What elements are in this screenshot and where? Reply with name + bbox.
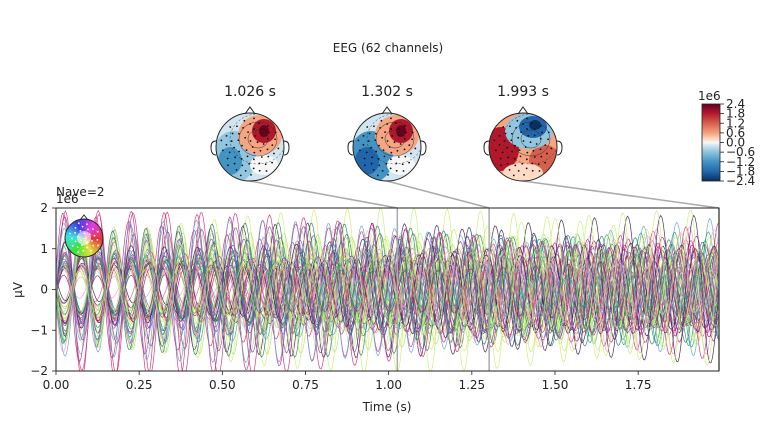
channel-trace bbox=[56, 255, 719, 317]
colorbar-tick-label: 1.8 bbox=[726, 107, 745, 121]
y-tick-label: 0 bbox=[40, 283, 48, 297]
y-ticks: −2 −1 0 1 2 bbox=[30, 201, 56, 378]
head-outline bbox=[352, 112, 422, 182]
colorbar-tick-label: 2.4 bbox=[726, 97, 745, 111]
offset-label: 1e6 bbox=[56, 192, 79, 206]
channel-trace bbox=[56, 255, 719, 328]
sensor-layout-head bbox=[64, 214, 104, 258]
channel-trace bbox=[56, 247, 719, 331]
topomap-connector bbox=[249, 180, 398, 209]
y-tick-label: 1 bbox=[40, 242, 48, 256]
colorbar-tick-label: −1.8 bbox=[726, 164, 755, 178]
x-tick-label: 0.75 bbox=[292, 378, 319, 392]
channel-trace bbox=[56, 212, 719, 362]
x-tick-label: 1.75 bbox=[625, 378, 652, 392]
right-ear bbox=[420, 140, 427, 156]
topomap-connector bbox=[386, 180, 490, 209]
colorbar-gradient bbox=[701, 103, 721, 182]
head-outline bbox=[215, 112, 285, 182]
x-tick-label: 0.00 bbox=[43, 378, 70, 392]
left-ear bbox=[347, 140, 354, 156]
colorbar-tick-label: −1.2 bbox=[726, 155, 755, 169]
channel-trace bbox=[56, 249, 719, 329]
right-ear bbox=[283, 140, 290, 156]
topomap: 1.993 s bbox=[483, 84, 563, 182]
nose bbox=[244, 106, 256, 115]
channel-trace bbox=[56, 209, 719, 367]
channel-trace bbox=[56, 235, 719, 336]
colorbar: 1e6 2.41.81.20.60.0−0.6−1.2−1.8−2.4 bbox=[698, 89, 755, 188]
left-ear bbox=[210, 140, 217, 156]
inset-head-outline bbox=[64, 218, 104, 258]
y-tick-label: −2 bbox=[30, 364, 48, 378]
x-tick-label: 1.00 bbox=[375, 378, 402, 392]
channel-trace bbox=[56, 232, 719, 345]
colorbar-tick-label: −2.4 bbox=[726, 174, 755, 188]
nave-annotation: Nave=2 bbox=[56, 185, 105, 199]
y-tick-label: 2 bbox=[40, 201, 48, 215]
topomap-time-label: 1.993 s bbox=[497, 84, 549, 100]
x-ticks: 0.00 0.25 0.50 0.75 1.00 1.25 1.50 1.75 bbox=[43, 371, 652, 392]
x-tick-label: 1.25 bbox=[458, 378, 485, 392]
nose bbox=[381, 106, 393, 115]
right-ear bbox=[556, 140, 563, 156]
left-ear bbox=[483, 140, 490, 156]
nose bbox=[517, 106, 529, 115]
colorbar-tick-label: 0.0 bbox=[726, 136, 745, 150]
topomap-time-label: 1.302 s bbox=[361, 84, 413, 100]
colorbar-tick-label: 0.6 bbox=[726, 126, 745, 140]
colorbar-tick-label: −0.6 bbox=[726, 145, 755, 159]
x-tick-label: 1.50 bbox=[542, 378, 569, 392]
figure-title: EEG (62 channels) bbox=[333, 41, 443, 55]
y-axis-label: µV bbox=[11, 281, 25, 298]
channel-traces bbox=[56, 208, 719, 371]
channel-trace bbox=[56, 244, 719, 338]
x-tick-label: 0.25 bbox=[126, 378, 153, 392]
channel-trace bbox=[56, 211, 719, 371]
channel-trace bbox=[56, 229, 719, 353]
topomap-row: 1.026 s 1.302 s 1.993 s bbox=[210, 84, 563, 182]
colorbar-tick-label: 1.2 bbox=[726, 116, 745, 130]
channel-trace bbox=[56, 251, 719, 344]
topomap: 1.302 s bbox=[347, 84, 427, 182]
head-outline bbox=[488, 112, 558, 182]
topomap: 1.026 s bbox=[210, 84, 290, 182]
colorbar-scale-label: 1e6 bbox=[698, 89, 721, 103]
y-tick-label: −1 bbox=[30, 323, 48, 337]
x-tick-label: 0.50 bbox=[209, 378, 236, 392]
x-axis-label: Time (s) bbox=[362, 400, 412, 414]
time-connectors bbox=[249, 180, 720, 209]
butterfly-plot: Nave=2 1e6 0.00 0.25 0.50 0.75 1.00 1.25 1.50 1… bbox=[11, 185, 720, 414]
channel-trace bbox=[56, 255, 719, 316]
topomap-connector bbox=[522, 180, 720, 209]
topomap-time-label: 1.026 s bbox=[224, 84, 276, 100]
